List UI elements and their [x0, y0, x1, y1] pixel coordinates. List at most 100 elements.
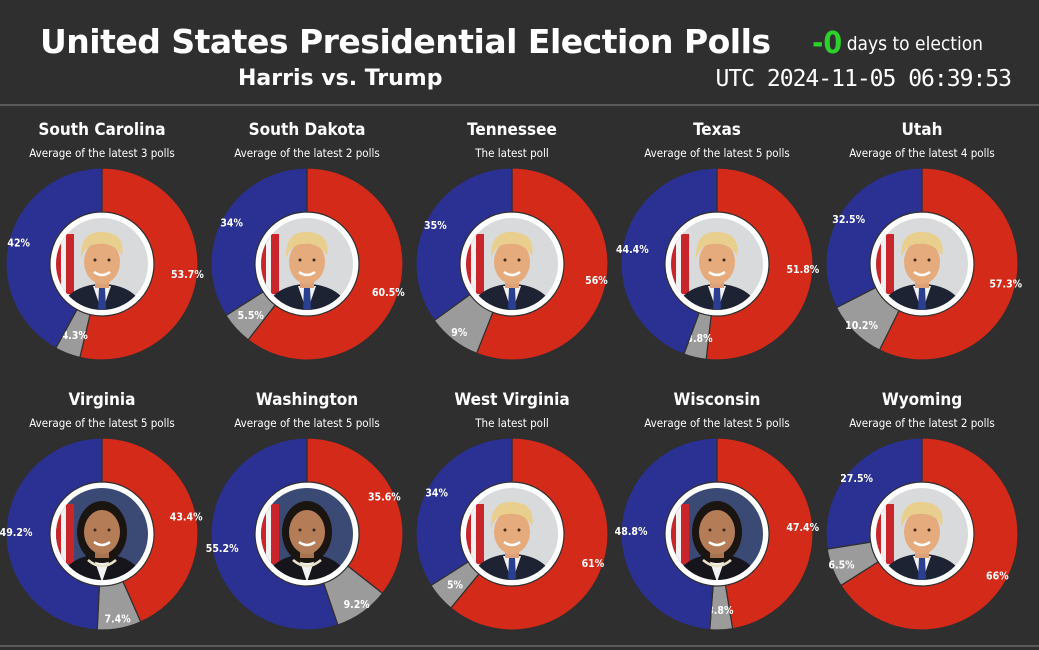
slice-label-trump: 60.5%: [372, 287, 405, 299]
donut-chart: 43.4% 7.4% 49.2%: [0, 437, 203, 631]
state-name: Utah: [901, 120, 943, 140]
poll-note: Average of the latest 5 polls: [644, 146, 790, 160]
donut-chart: 35.6% 9.2% 55.2%: [206, 437, 404, 631]
harris-portrait-icon: [56, 488, 148, 580]
chart-grid: South Carolina Average of the latest 3 po…: [0, 112, 1039, 642]
slice-label-other: 7.4%: [104, 614, 131, 626]
state-name: South Dakota: [248, 120, 366, 140]
slice-harris: [5, 437, 103, 631]
slice-trump: [101, 437, 199, 623]
slice-harris: [210, 437, 339, 631]
slice-label-harris: 48.8%: [615, 526, 648, 538]
slice-label-harris: 44.4%: [616, 244, 649, 256]
slice-harris: [5, 167, 103, 349]
harris-portrait-icon: [671, 488, 763, 580]
state-panel-tennessee: Tennessee The latest poll 56% 9% 35%: [410, 112, 614, 374]
page-subtitle: Harris vs. Trump: [238, 66, 443, 91]
slice-harris: [620, 167, 718, 355]
slice-trump: [840, 437, 1019, 631]
header: United States Presidential Election Poll…: [0, 0, 1039, 106]
slice-trump: [716, 437, 814, 630]
slice-trump: [705, 167, 814, 361]
slice-label-other: 6.5%: [828, 559, 855, 571]
slice-harris: [825, 167, 923, 309]
poll-note: Average of the latest 5 polls: [234, 416, 380, 430]
slice-harris: [825, 437, 923, 550]
poll-note: Average of the latest 2 polls: [234, 146, 380, 160]
state-name: South Carolina: [38, 120, 166, 140]
slice-label-trump: 51.8%: [786, 264, 819, 276]
slice-label-harris: 55.2%: [206, 543, 239, 555]
slice-label-other: 5%: [447, 579, 464, 591]
slice-label-trump: 61%: [582, 558, 605, 570]
slice-label-harris: 32.5%: [832, 214, 865, 226]
slice-trump: [449, 437, 609, 631]
slice-trump: [79, 167, 199, 361]
slice-label-trump: 43.4%: [170, 511, 203, 523]
state-panel-texas: Texas Average of the latest 5 polls 51.8% 3…: [615, 112, 820, 374]
donut-chart: 47.4% 3.8% 48.8%: [615, 437, 820, 631]
slice-label-other: 9%: [451, 327, 468, 339]
donut-chart: 57.3% 10.2% 32.5%: [825, 167, 1023, 361]
harris-portrait-icon: [261, 488, 353, 580]
donut-chart: 66% 6.5% 27.5%: [825, 437, 1019, 631]
slice-label-trump: 53.7%: [171, 269, 204, 281]
state-panel-virginia: Virginia Average of the latest 5 polls 43.…: [0, 382, 204, 644]
donut-chart: 51.8% 3.8% 44.4%: [616, 167, 820, 361]
trump-portrait-icon: [466, 488, 558, 580]
slice-label-harris: 34%: [425, 488, 448, 500]
state-panel-west-virginia: West Virginia The latest poll 61% 5% 34%: [410, 382, 614, 644]
donut-chart: 53.7% 4.3% 42%: [5, 167, 204, 361]
state-name: Virginia: [68, 390, 136, 410]
slice-harris: [210, 167, 308, 317]
slice-label-trump: 66%: [986, 570, 1009, 582]
slice-harris: [415, 167, 513, 322]
poll-note: Average of the latest 5 polls: [644, 416, 790, 430]
slice-trump: [247, 167, 404, 361]
slice-label-harris: 34%: [220, 218, 243, 230]
slice-label-trump: 56%: [585, 275, 608, 287]
state-name: West Virginia: [454, 390, 570, 410]
slice-harris: [415, 437, 513, 587]
slice-label-other: 10.2%: [845, 320, 878, 332]
trump-portrait-icon: [876, 488, 968, 580]
poll-note: Average of the latest 3 polls: [29, 146, 175, 160]
trump-portrait-icon: [466, 218, 558, 310]
slice-trump: [306, 437, 404, 595]
trump-portrait-icon: [876, 218, 968, 310]
poll-note: The latest poll: [475, 416, 549, 430]
slice-label-other: 3.8%: [686, 333, 713, 345]
state-name: Wisconsin: [673, 390, 761, 410]
state-panel-utah: Utah Average of the latest 4 polls 57.3% 10…: [820, 112, 1024, 374]
state-panel-washington: Washington Average of the latest 5 polls 3…: [205, 382, 409, 644]
slice-harris: [620, 437, 718, 631]
utc-timestamp: UTC 2024-11-05 06:39:53: [715, 66, 1012, 92]
poll-note: Average of the latest 2 polls: [849, 416, 995, 430]
poll-note: Average of the latest 5 polls: [29, 416, 175, 430]
state-name: Texas: [693, 120, 741, 140]
footer-divider: [0, 645, 1039, 647]
page-title: United States Presidential Election Poll…: [40, 22, 771, 61]
trump-portrait-icon: [56, 218, 148, 310]
countdown-label: days to election: [846, 33, 983, 55]
donut-chart: 60.5% 5.5% 34%: [210, 167, 405, 361]
trump-portrait-icon: [671, 218, 763, 310]
slice-label-other: 9.2%: [344, 599, 371, 611]
state-name: Washington: [255, 390, 359, 410]
slice-label-trump: 47.4%: [786, 522, 819, 534]
poll-note: Average of the latest 4 polls: [849, 146, 995, 160]
countdown: -0 days to election: [812, 26, 983, 61]
poll-note: The latest poll: [475, 146, 549, 160]
trump-portrait-icon: [261, 218, 353, 310]
slice-label-harris: 42%: [7, 238, 30, 250]
state-panel-wyoming: Wyoming Average of the latest 2 polls 66% 6…: [820, 382, 1024, 644]
state-name: Tennessee: [467, 120, 557, 140]
slice-label-harris: 27.5%: [840, 473, 873, 485]
slice-label-harris: 49.2%: [0, 527, 33, 539]
state-panel-south-dakota: South Dakota Average of the latest 2 poll…: [205, 112, 409, 374]
slice-label-trump: 35.6%: [368, 491, 401, 503]
donut-chart: 61% 5% 34%: [415, 437, 609, 631]
donut-chart: 56% 9% 35%: [415, 167, 609, 361]
slice-label-other: 5.5%: [238, 310, 265, 322]
state-panel-wisconsin: Wisconsin Average of the latest 5 polls 47…: [615, 382, 820, 644]
